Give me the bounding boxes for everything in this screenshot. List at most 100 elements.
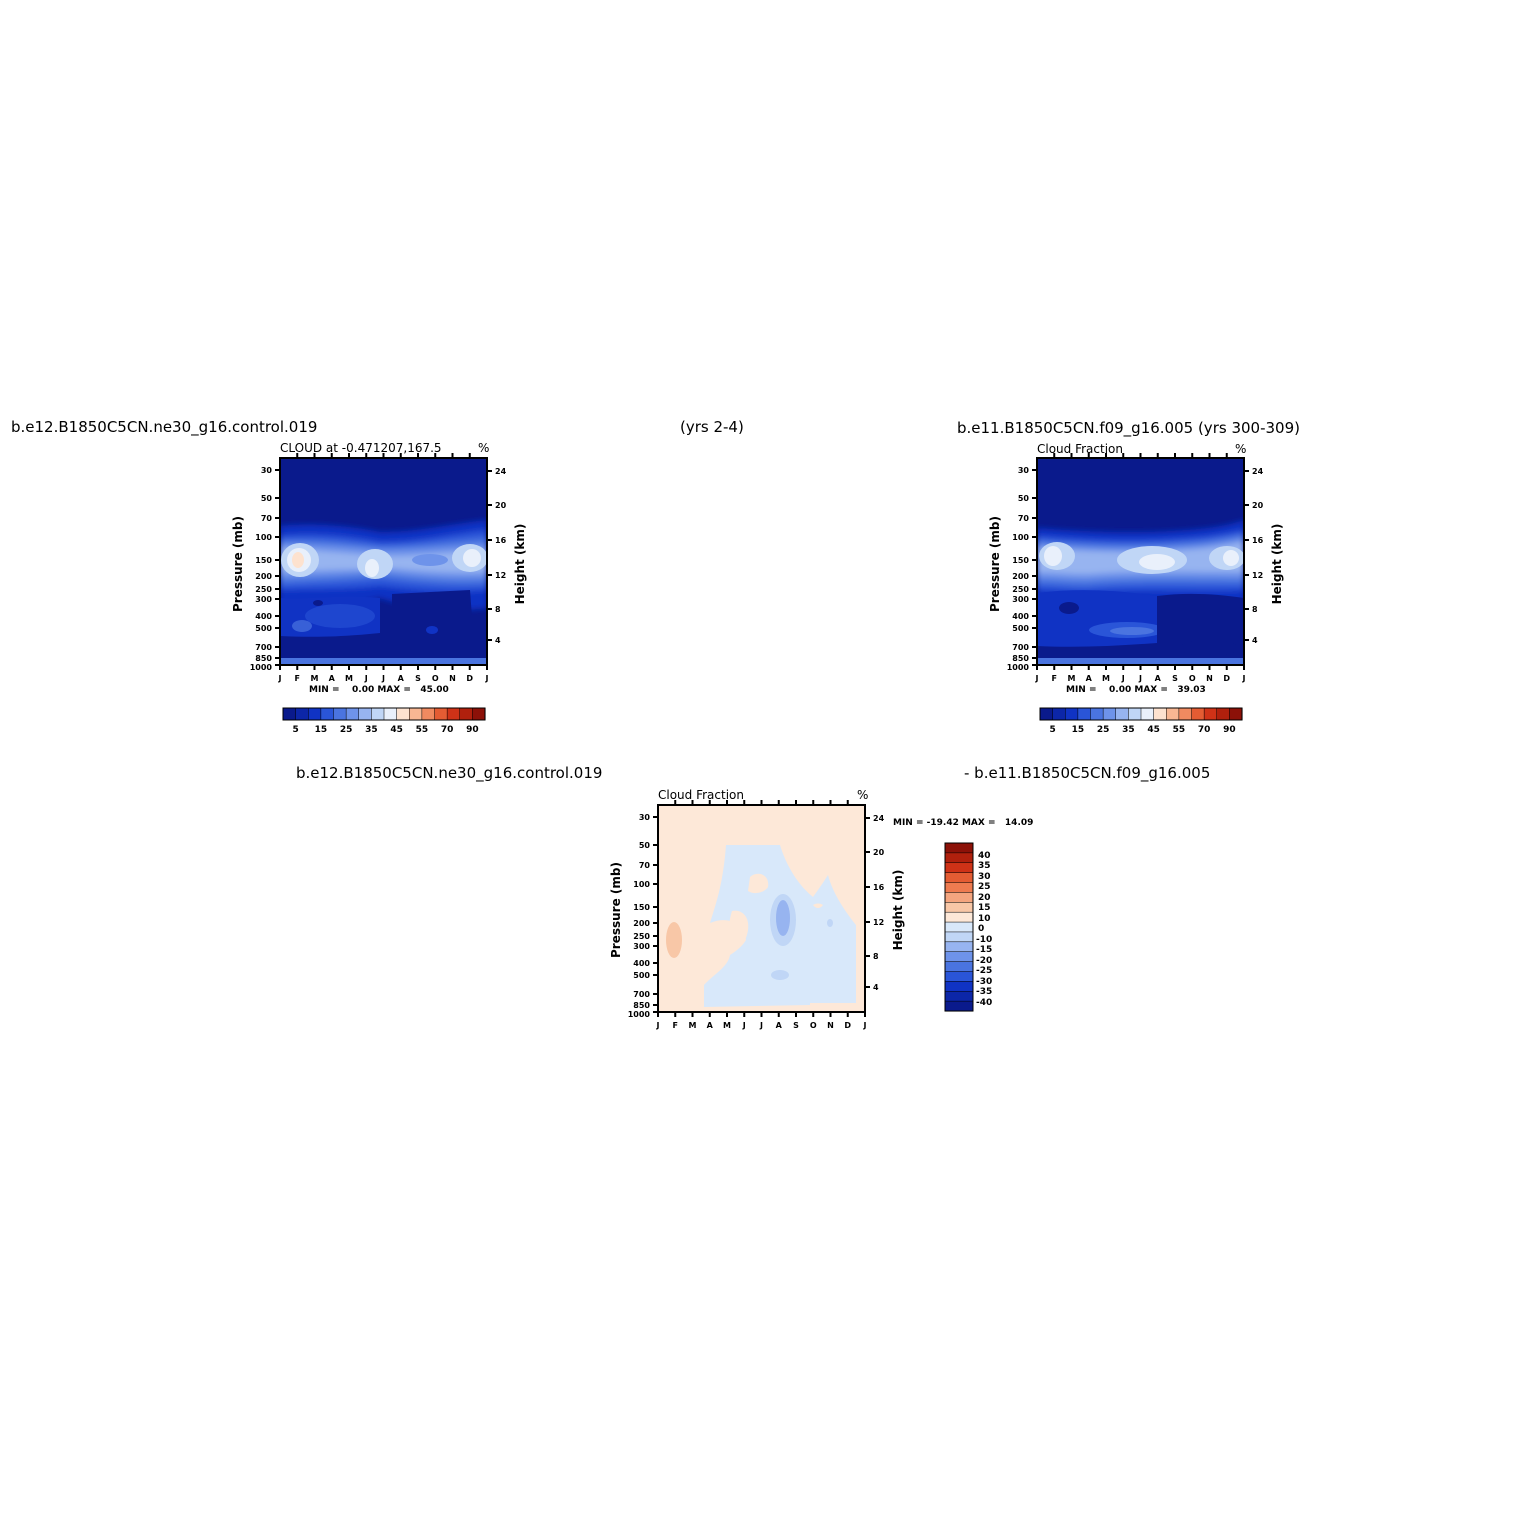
panel3-cbar-label: 25 [978,882,991,892]
panel1-cbar-label: 90 [466,725,479,735]
panel3-cbar-label: 35 [978,861,991,871]
colorbar-swatch [1128,707,1142,721]
panel3-ytick: 200 [633,919,650,928]
panel3-ytick: 70 [639,861,651,870]
panel3-ytick-right: 4 [873,983,879,992]
panel1-ytick-right: 20 [495,501,507,510]
colorbar-swatch [944,941,974,953]
panel3-cbar-label: 10 [978,914,991,924]
colorbar-swatch [421,707,436,721]
panel3-ylabel: Pressure (mb) [609,862,623,958]
panel1-colorbar-swatches [282,707,486,721]
panel3-ytick: 400 [633,959,650,968]
panel3-xtick: J [863,1021,867,1030]
panel1-xtick: O [432,674,439,683]
colorbar-swatch [1216,707,1230,721]
colorbar-swatch [944,902,974,913]
panel3-ylabel-right: Height (km) [891,869,905,951]
panel3-ytick: 50 [639,841,651,850]
colorbar-swatch [944,892,974,903]
panel2-xtick: F [1052,674,1057,683]
panel3-title: Cloud Fraction [658,788,744,802]
colorbar-swatch [1178,707,1193,721]
panel1-xtick: S [415,674,421,683]
panel1-xtick: D [466,674,473,683]
panel3-cbar-label: 15 [978,903,991,913]
panel3-cbar-label: 40 [978,851,991,861]
panel1-xtick: M [311,674,319,683]
panel2-ytick: 300 [1012,595,1029,604]
panel2-ylabel-right: Height (km) [1270,523,1284,605]
colorbar-swatch [1153,707,1167,721]
colorbar-swatch [944,921,974,933]
panel2-ytick: 500 [1012,624,1029,633]
panel1-cbar-label: 15 [315,725,328,735]
panel1-units: % [478,441,490,455]
panel3-cbar-label: 30 [978,872,991,882]
panel2-xtick: A [1086,674,1093,683]
panel3-xtick: F [673,1021,678,1030]
panel3-colorbar: 40 35 30 25 20 15 10 0 -10 -15 -20 -25 -… [944,842,992,1012]
panel3-ytick: 300 [633,942,650,951]
colorbar-swatch [358,707,372,721]
panel1-ytick: 200 [255,572,272,581]
panel3-ytick: 850 [633,1001,650,1010]
panel3-cbar-label: -25 [976,966,992,976]
panel3-plot: J F M A M J J A S O N D J 30 50 70 100 1… [628,800,885,1030]
panel1-cbar-label: 5 [292,725,298,735]
panel2-xtick: J [1242,674,1246,683]
panel1-xtick: N [449,674,456,683]
panel2-xtick: A [1155,674,1162,683]
colorbar-swatch [1052,707,1066,721]
panel2-ytick: 200 [1012,572,1029,581]
colorbar-swatch [944,842,974,854]
panel1-plot: J F M A M J J A S O N D J 30 50 70 100 1… [250,453,507,683]
panel3-ytick: 30 [639,813,651,822]
panel2-ytick-right: 8 [1252,605,1258,614]
panel1-colorbar: 5 15 25 35 45 55 70 90 [282,707,486,735]
panel1-ytick-right: 16 [495,536,507,545]
panel2-ytick: 100 [1012,533,1029,542]
panel1-xtick: A [398,674,405,683]
panel3-cbar-label: -10 [976,935,992,945]
colorbar-swatch [1115,707,1129,721]
panel1-xtick: F [295,674,300,683]
panel2-cbar-label: 35 [1122,725,1135,735]
panel1-ytick-right: 8 [495,605,501,614]
panel1-cbar-label: 55 [416,725,429,735]
panel3-cbar-label: -35 [976,987,992,997]
panel3-colorbar-swatches [944,842,974,1012]
colorbar-swatch [434,707,448,721]
panel1-ytick: 30 [261,466,273,475]
colorbar-swatch [1166,707,1180,721]
panel1-ylabel-right: Height (km) [513,523,527,605]
panel2-cbar-label: 45 [1147,725,1160,735]
panel2-ytick-right: 12 [1252,571,1263,580]
panel1-ytick: 150 [255,556,272,565]
panel3-cbar-label: 20 [978,893,991,903]
colorbar-swatch [944,990,974,1002]
panel1-ytick: 70 [261,514,273,523]
panel1-xtick: M [345,674,353,683]
panel3-ytick: 500 [633,971,650,980]
panel2-ytick: 50 [1018,494,1030,503]
panel3-xtick: J [742,1021,746,1030]
colorbar-swatch [383,707,398,721]
years-label: (yrs 2-4) [680,418,744,436]
colorbar-swatch [1229,707,1243,721]
panel1-cbar-label: 70 [441,725,454,735]
panel3-xtick: A [707,1021,714,1030]
panel2-ytick-right: 24 [1252,467,1264,476]
panel2-ylabel: Pressure (mb) [988,516,1002,612]
panel2-plot: J F M A M J J A S O N D J 30 50 70 100 1… [1007,453,1264,683]
colorbar-swatch [409,707,423,721]
panel2-ytick: 250 [1012,585,1029,594]
panel2-ytick: 30 [1018,466,1030,475]
panel2-xtick: D [1223,674,1230,683]
panel1-ytick: 850 [255,654,272,663]
panel2-xtick: M [1068,674,1076,683]
colorbar-swatch [944,872,974,884]
colorbar-swatch [944,1000,974,1012]
panel1-xtick: J [278,674,282,683]
panel1-ytick: 1000 [250,663,273,672]
